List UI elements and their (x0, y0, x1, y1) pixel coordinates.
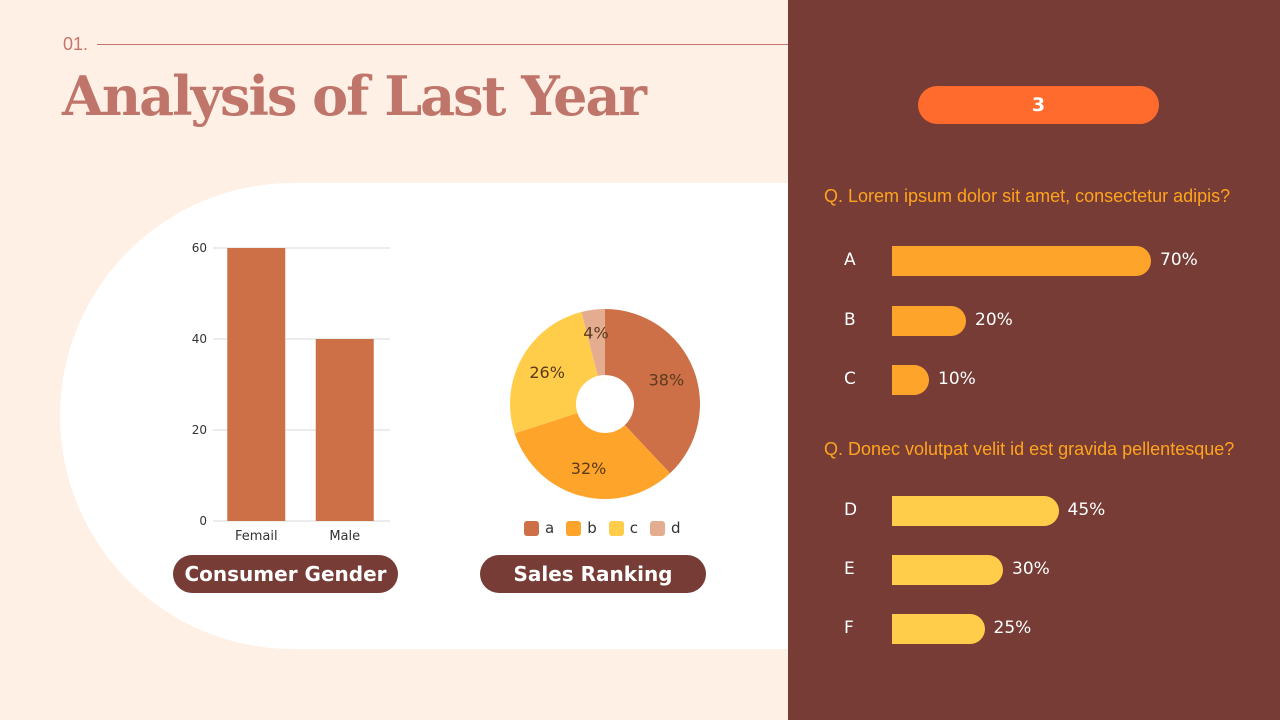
option-bar (892, 555, 1003, 585)
option-percent: 25% (993, 618, 1032, 638)
option-percent: 45% (1067, 500, 1106, 520)
legend-label-a: a (545, 519, 555, 537)
option-percent: 20% (975, 310, 1013, 330)
slice-label-d: 4% (583, 324, 608, 343)
y-tick-label-0: 0 (199, 514, 207, 528)
bar-femail (227, 248, 286, 521)
legend-item-d: d (649, 519, 681, 537)
y-tick-label-60: 60 (192, 241, 207, 255)
question-2: Q. Donec volutpat velit id est gravida p… (824, 439, 1235, 459)
sales-ranking-pill: Sales Ranking (480, 555, 706, 593)
option-bar (892, 614, 985, 644)
section-number: 01. (63, 34, 89, 54)
x-tick-label-male: Male (329, 529, 360, 544)
page-title: Analysis of Last Year (62, 64, 647, 128)
slice-label-a: 38% (649, 371, 685, 390)
pie-legend: a b c d (524, 519, 681, 537)
legend-item-b: b (566, 519, 597, 537)
slice-label-c: 26% (529, 363, 565, 382)
legend-swatch-b (566, 520, 582, 536)
option-letter: D (844, 500, 858, 520)
question-badge: 3 (918, 86, 1159, 124)
option-bar (892, 365, 929, 395)
consumer-gender-pill: Consumer Gender (173, 555, 398, 593)
option-percent: 30% (1012, 559, 1050, 579)
option-letter: E (844, 559, 855, 579)
option-row-b: B 20% (788, 306, 1280, 336)
legend-item-c: c (608, 519, 638, 537)
bar-male (315, 339, 374, 521)
legend-item-a: a (524, 519, 554, 537)
quiz-panel: 3 Q. Lorem ipsum dolor sit amet, consect… (788, 0, 1280, 720)
legend-label-b: b (587, 519, 597, 537)
slice-c (510, 311, 598, 434)
option-letter: F (844, 618, 854, 638)
slice-a (605, 309, 701, 474)
option-letter: C (844, 369, 856, 389)
option-bar (892, 306, 966, 336)
legend-label-c: c (629, 519, 638, 537)
option-percent: 10% (938, 369, 976, 389)
option-row-a: A 70% (788, 246, 1280, 276)
slice-d (581, 309, 605, 376)
legend-swatch-d (649, 520, 665, 536)
option-row-d: D 45% (788, 496, 1280, 526)
option-letter: A (844, 250, 856, 270)
slice-b (514, 412, 671, 499)
option-percent: 70% (1160, 250, 1198, 270)
y-tick-label-40: 40 (192, 332, 207, 346)
option-letter: B (844, 310, 856, 330)
legend-swatch-c (608, 520, 624, 536)
option-row-f: F 25% (788, 614, 1280, 644)
slice-label-b: 32% (571, 459, 607, 478)
legend-swatch-a (524, 520, 539, 536)
question-1: Q. Lorem ipsum dolor sit amet, consectet… (824, 186, 1231, 206)
option-row-e: E 30% (788, 555, 1280, 585)
charts-canvas: 0 20 40 60 Femail Male 38% 32% 26% 4% (192, 241, 701, 544)
header-rule (97, 44, 788, 45)
option-bar (892, 496, 1059, 526)
option-bar (892, 246, 1151, 276)
y-tick-label-20: 20 (192, 423, 207, 437)
option-row-c: C 10% (788, 365, 1280, 395)
x-tick-label-femail: Femail (235, 529, 278, 544)
legend-label-d: d (670, 519, 681, 537)
